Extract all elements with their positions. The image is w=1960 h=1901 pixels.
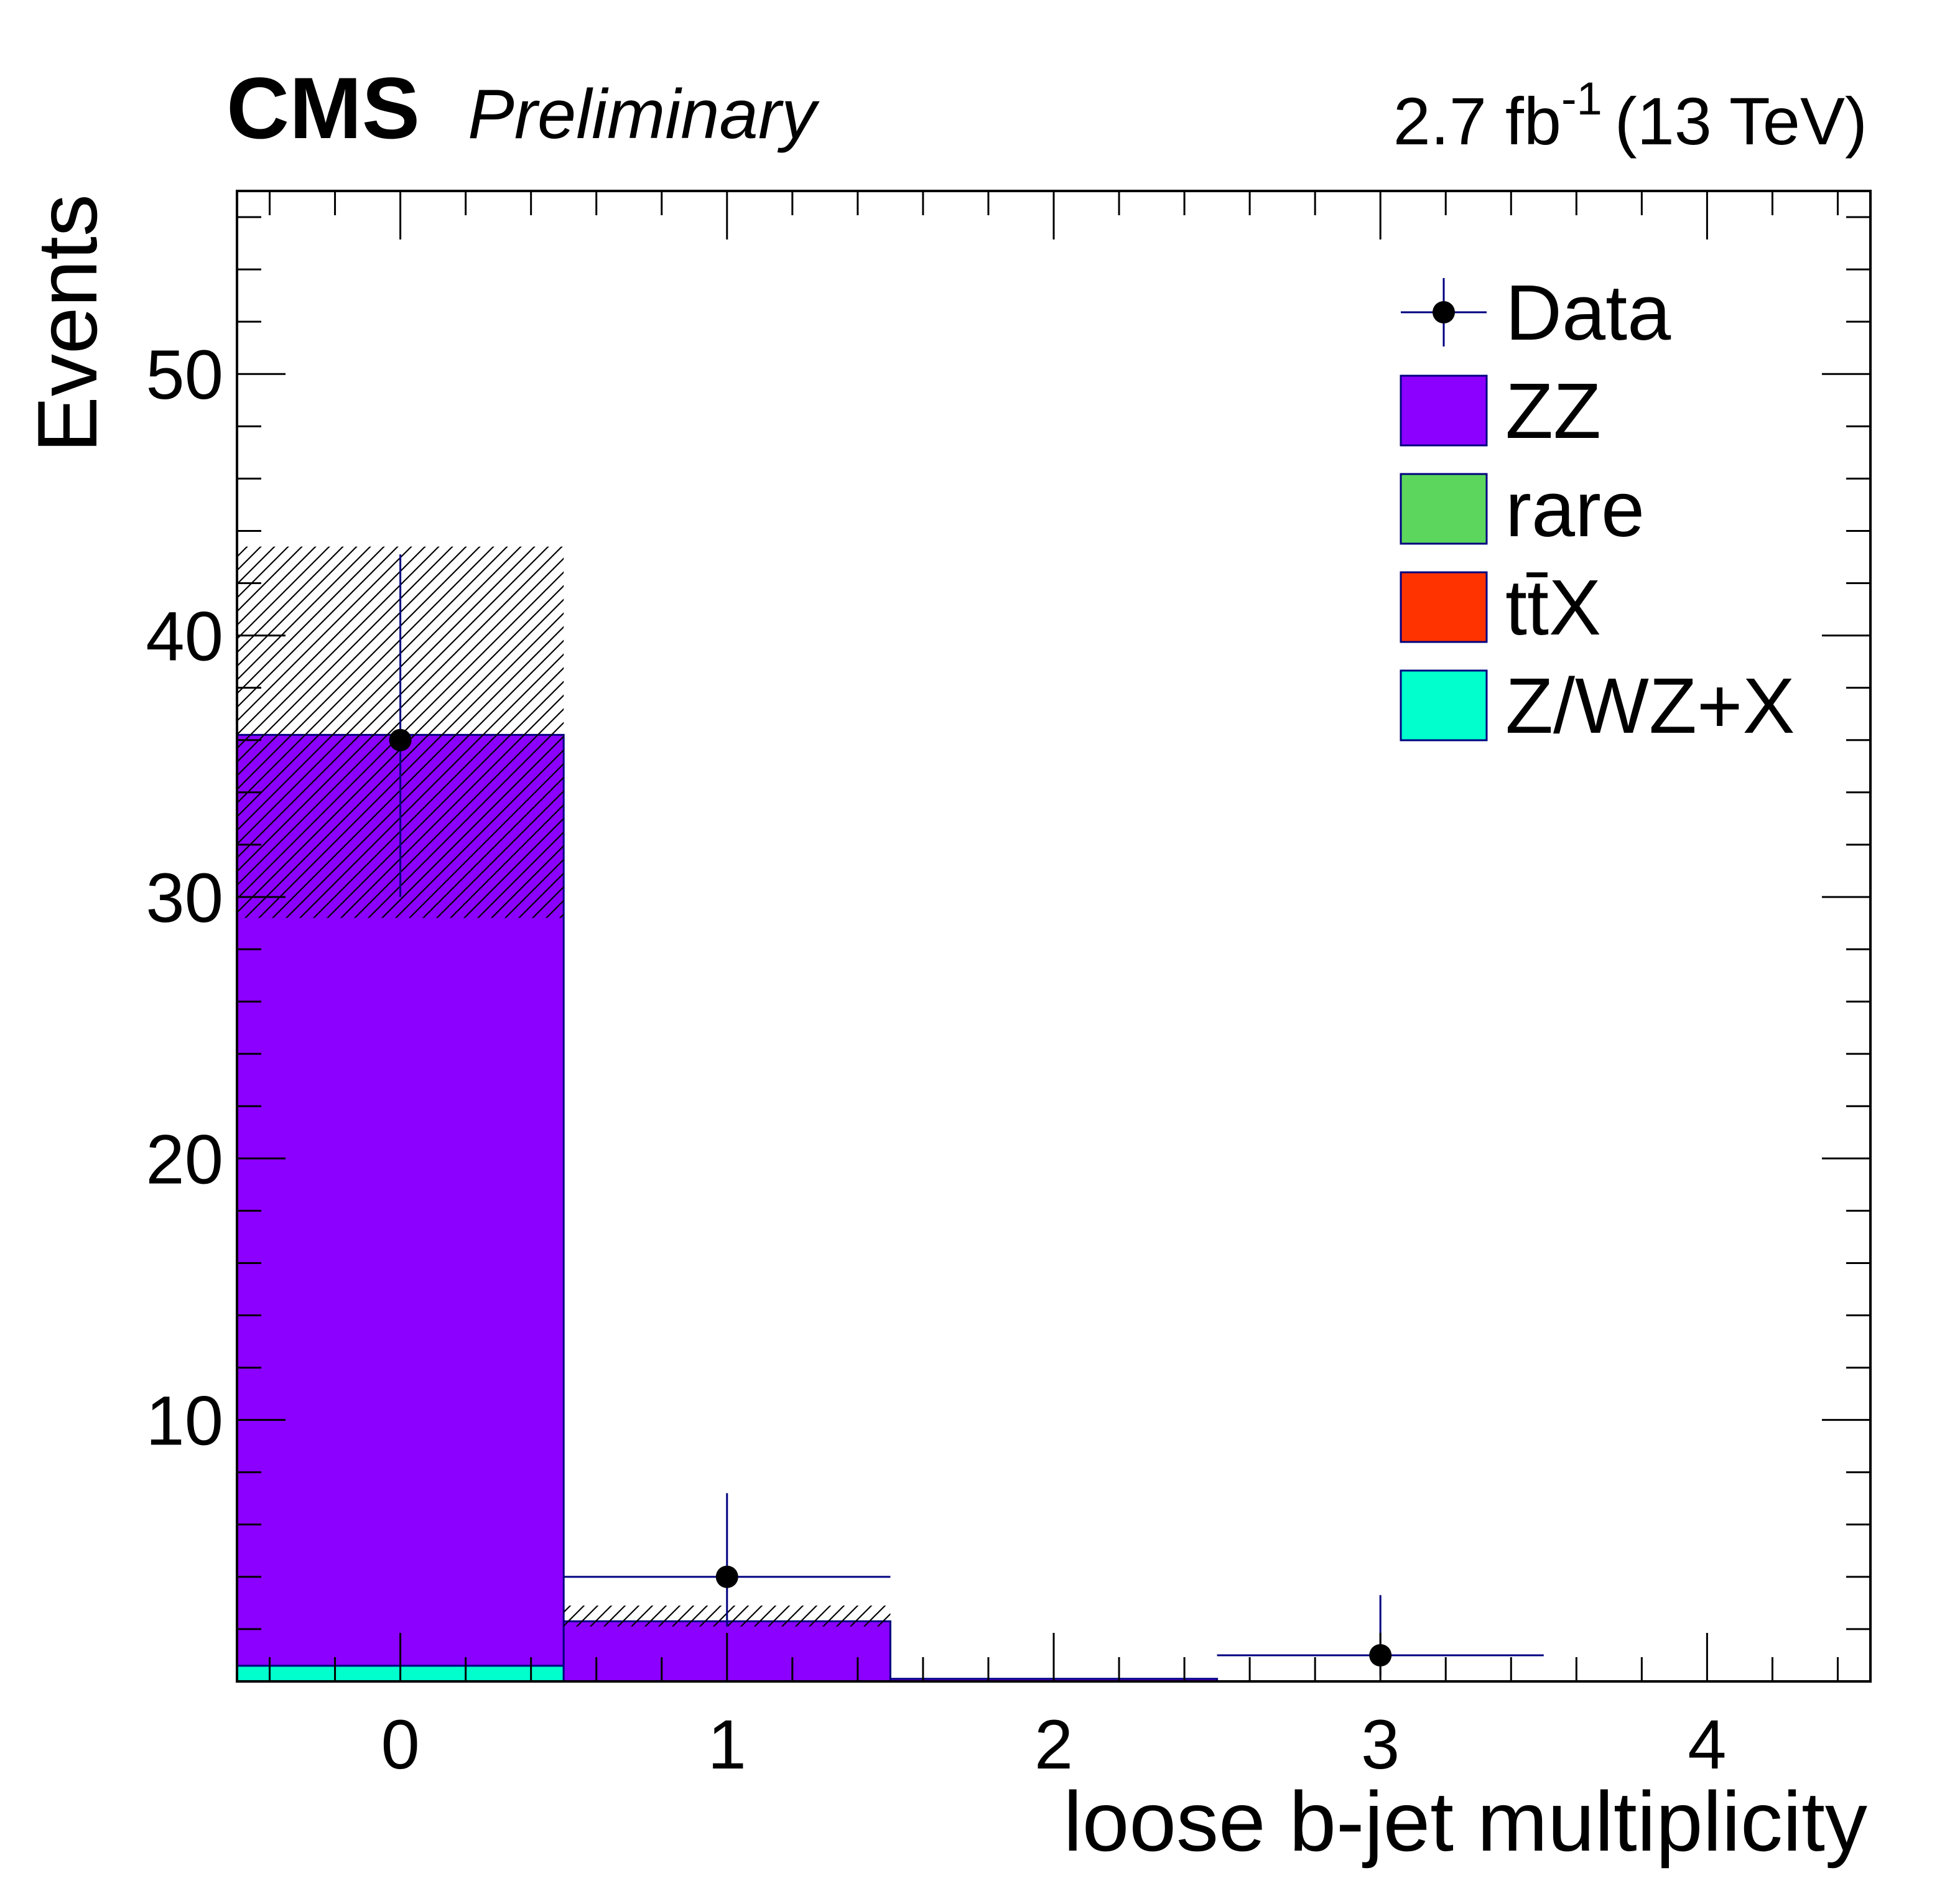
experiment-label: CMS — [226, 59, 420, 157]
header: CMS Preliminary 2.7 fb-1 (13 TeV) — [226, 59, 1867, 159]
x-tick-label-0: 0 — [381, 1706, 419, 1783]
y-tick-label-30: 30 — [146, 859, 223, 937]
legend-marker-dot — [1433, 301, 1455, 323]
legend-swatch-zz — [1400, 374, 1488, 447]
status-label: Preliminary — [468, 75, 820, 153]
data-point-0 — [389, 728, 412, 751]
legend-label-data: Data — [1505, 269, 1671, 356]
lumi-label: 2.7 fb-1 (13 TeV) — [1393, 73, 1867, 159]
x-axis-label: loose b-jet multiplicity — [1064, 1774, 1867, 1869]
lumi-exponent: -1 — [1561, 73, 1602, 124]
data-point-1 — [715, 1565, 738, 1588]
x-tick-label-2: 2 — [1034, 1706, 1073, 1783]
axes: 10 20 30 40 50 0 1 2 3 4 — [146, 190, 1872, 1783]
y-axis-label: Events — [20, 194, 114, 453]
y-tick-label-50: 50 — [146, 336, 223, 414]
legend-swatch-rare — [1400, 473, 1488, 545]
legend-swatch-z-wz-x — [1400, 669, 1488, 741]
x-tick-label-4: 4 — [1688, 1706, 1726, 1783]
x-tick-label-1: 1 — [708, 1706, 746, 1783]
y-tick-label-20: 20 — [146, 1120, 223, 1198]
legend-label-z-wz-x: Z/WZ+X — [1505, 662, 1795, 750]
y-tick-label-10: 10 — [146, 1382, 223, 1460]
y-tick-label-40: 40 — [146, 598, 223, 676]
legend-label-tt-x: tt̄X — [1505, 564, 1601, 651]
legend-label-rare: rare — [1505, 465, 1645, 553]
lumi-value: 2.7 fb — [1393, 83, 1561, 159]
legend-swatch-tt-x — [1400, 571, 1488, 643]
plot-marks — [236, 546, 1544, 1683]
legend: Data ZZ rare tt̄X Z/WZ+X — [1400, 269, 1795, 750]
energy-label: (13 TeV) — [1615, 83, 1867, 159]
x-tick-label-3: 3 — [1361, 1706, 1400, 1783]
legend-label-zz: ZZ — [1505, 367, 1601, 455]
